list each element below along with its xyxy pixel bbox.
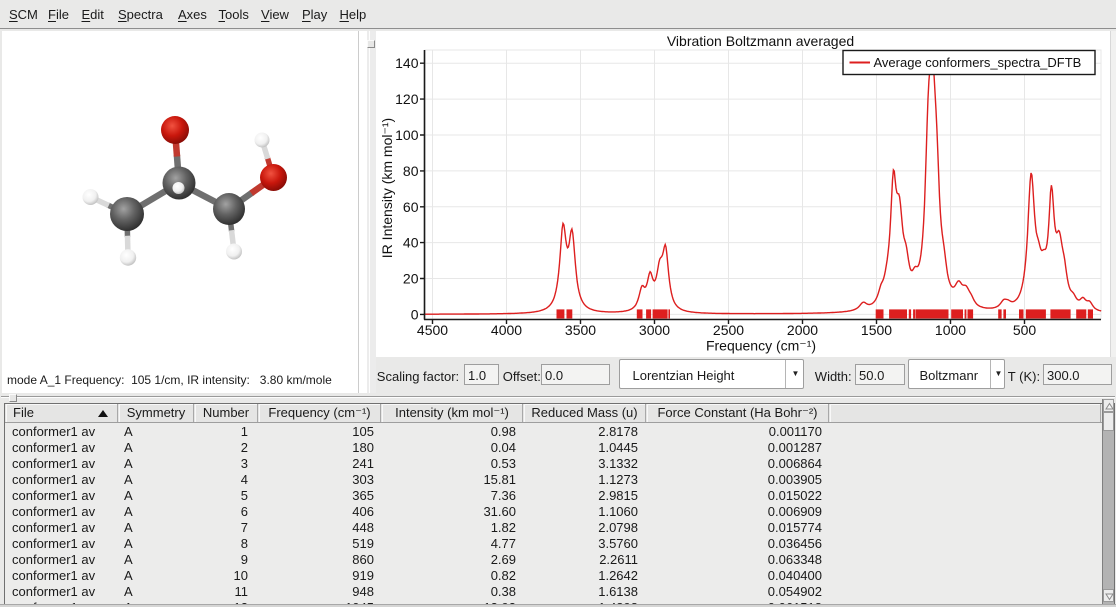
- svg-text:Frequency (cm⁻¹): Frequency (cm⁻¹): [706, 338, 816, 354]
- svg-text:140: 140: [395, 55, 419, 71]
- svg-text:4500: 4500: [417, 322, 448, 338]
- svg-text:500: 500: [1013, 322, 1037, 338]
- svg-text:Average conformers_spectra_DFT: Average conformers_spectra_DFTB: [874, 55, 1082, 70]
- svg-text:40: 40: [403, 235, 419, 251]
- svg-text:Vibration Boltzmann averaged: Vibration Boltzmann averaged: [667, 33, 854, 49]
- svg-text:100: 100: [395, 127, 419, 143]
- svg-text:1500: 1500: [861, 322, 892, 338]
- svg-text:80: 80: [403, 163, 419, 179]
- svg-text:3000: 3000: [639, 322, 670, 338]
- svg-text:1000: 1000: [935, 322, 966, 338]
- svg-text:20: 20: [403, 271, 419, 287]
- svg-text:60: 60: [403, 199, 419, 215]
- svg-text:2000: 2000: [787, 322, 818, 338]
- svg-text:IR Intensity (km mol⁻¹): IR Intensity (km mol⁻¹): [379, 118, 395, 258]
- svg-text:120: 120: [395, 91, 419, 107]
- svg-text:3500: 3500: [565, 322, 596, 338]
- svg-text:4000: 4000: [491, 322, 522, 338]
- svg-text:0: 0: [411, 306, 419, 322]
- svg-text:2500: 2500: [713, 322, 744, 338]
